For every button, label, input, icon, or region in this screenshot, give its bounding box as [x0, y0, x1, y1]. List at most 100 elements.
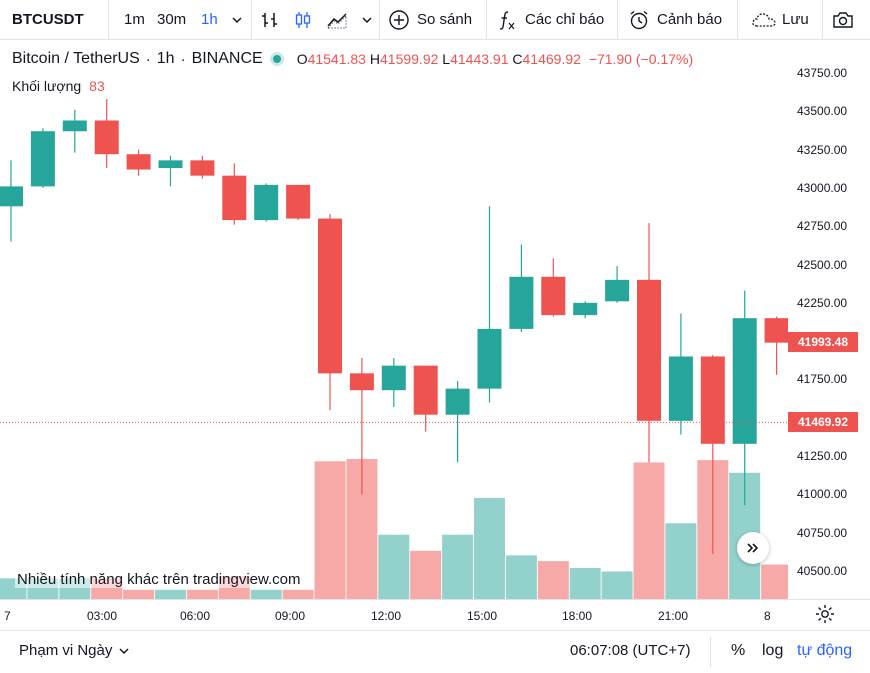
alarm-clock-icon	[630, 10, 648, 29]
candle	[158, 155, 183, 187]
time-axis-label: 7	[4, 609, 11, 623]
candle-body	[509, 276, 534, 329]
price-axis-label: 43750.00	[797, 66, 848, 80]
candle	[541, 258, 566, 317]
volume-bar	[569, 568, 601, 599]
candle	[764, 316, 788, 375]
candle	[62, 109, 87, 153]
candle	[318, 213, 342, 411]
candle	[445, 380, 470, 463]
interval-dropdown-button[interactable]	[231, 0, 243, 39]
candle-body	[413, 365, 438, 415]
volume-bar	[314, 461, 346, 599]
auto-scale-toggle[interactable]: tự động	[797, 642, 853, 659]
chart-style-dropdown-button[interactable]	[361, 0, 373, 39]
price-axis-label: 42250.00	[797, 295, 848, 310]
candle	[381, 358, 406, 408]
market-status-dot[interactable]	[272, 55, 281, 63]
candle-body	[573, 302, 598, 316]
candle-body	[637, 279, 661, 421]
candle-body	[190, 160, 215, 176]
candle	[637, 223, 661, 463]
candle-body	[94, 120, 119, 155]
candle-style-button[interactable]	[293, 0, 313, 39]
current-price-tag: 41469.92	[788, 412, 858, 433]
legend-title: Bitcoin / TetherUS	[12, 50, 140, 67]
gear-icon[interactable]	[814, 603, 836, 625]
price-axis-label: 41250.00	[797, 449, 848, 464]
volume-legend-value: 83	[89, 78, 105, 94]
candle-body	[541, 276, 566, 316]
symbol-search-button[interactable]: BTCUSDT	[12, 0, 84, 39]
log-scale-toggle[interactable]: log	[762, 642, 784, 659]
candle	[0, 160, 23, 242]
toolbar-divider	[737, 0, 738, 39]
volume-bar	[761, 564, 788, 599]
toolbar-divider	[822, 0, 823, 39]
low-value: 41443.91	[450, 51, 509, 67]
candle	[190, 155, 215, 179]
chevron-down-icon	[362, 16, 372, 23]
save-button[interactable]: Lưu	[750, 0, 809, 39]
area-style-button[interactable]	[326, 0, 350, 39]
alerts-button[interactable]: Cảnh báo	[628, 0, 722, 39]
indicators-button[interactable]: Các chỉ báo	[497, 0, 604, 39]
candle-body	[605, 279, 630, 302]
candlestick-series	[0, 99, 788, 555]
symbol-label: BTCUSDT	[12, 11, 84, 28]
candle	[254, 183, 279, 222]
scroll-to-realtime-button[interactable]	[737, 532, 769, 564]
change-value: −71.90 (−0.17%)	[588, 51, 694, 67]
compare-button[interactable]: So sánh	[388, 0, 472, 39]
volume-bar	[633, 462, 665, 599]
timezone-clock[interactable]: 06:07:08 (UTC+7)	[570, 642, 691, 659]
interval-1h-button[interactable]: 1h	[201, 11, 218, 28]
top-toolbar: BTCUSDT 1m 30m 1h So sánh Các chỉ báo Cả…	[0, 0, 870, 40]
high-key: H	[369, 51, 380, 67]
legend-interval: 1h	[156, 50, 175, 67]
volume-bar	[250, 589, 282, 599]
candle	[30, 128, 55, 188]
screenshot-button[interactable]	[832, 0, 854, 39]
compare-label: So sánh	[417, 11, 473, 28]
date-range-button[interactable]: Phạm vi Ngày	[19, 642, 130, 659]
camera-icon	[833, 11, 853, 28]
last-bar-price-tag: 41993.48	[788, 332, 858, 353]
volume-bar	[442, 534, 474, 599]
candle-body	[254, 184, 279, 221]
bar-style-button[interactable]	[260, 0, 280, 39]
candle-body	[349, 373, 374, 391]
promo-link[interactable]: Nhiều tính năng khác trên tradingview.co…	[15, 571, 303, 588]
volume-bar	[665, 523, 697, 599]
price-chart[interactable]	[0, 41, 788, 599]
volume-bar	[155, 589, 186, 599]
toolbar-divider	[251, 0, 252, 39]
alerts-label: Cảnh báo	[657, 11, 723, 28]
price-axis-label: 41000.00	[797, 487, 848, 502]
chevron-down-icon	[119, 647, 129, 654]
function-icon	[499, 10, 515, 30]
volume-bar	[282, 589, 314, 599]
price-axis-label: 43250.00	[797, 142, 848, 157]
time-axis[interactable]	[0, 599, 870, 629]
candle-body	[158, 160, 183, 169]
interval-30m-button[interactable]: 30m	[157, 11, 187, 28]
chart-legend: Bitcoin / TetherUS · 1h · BINANCE O41541…	[12, 50, 693, 68]
price-axis[interactable]: 43750.00 43500.00 43250.00 43000.00 42750.00…	[788, 41, 870, 599]
time-axis-label: 06:00	[180, 609, 211, 623]
candle	[126, 149, 151, 176]
candle-body	[0, 186, 23, 207]
candle-body	[62, 120, 87, 132]
candle-body	[126, 154, 151, 170]
close-value: 41469.92	[522, 51, 581, 67]
percent-scale-toggle[interactable]: %	[731, 642, 746, 659]
candle-body	[445, 388, 470, 415]
candle	[413, 365, 438, 432]
interval-1m-button[interactable]: 1m	[124, 11, 145, 28]
time-axis-label: 15:00	[467, 609, 498, 623]
candle	[477, 206, 502, 403]
time-axis-label: 03:00	[87, 609, 118, 623]
open-value: 41541.83	[307, 51, 366, 67]
candle	[605, 266, 630, 303]
time-axis-label: 21:00	[658, 609, 689, 623]
